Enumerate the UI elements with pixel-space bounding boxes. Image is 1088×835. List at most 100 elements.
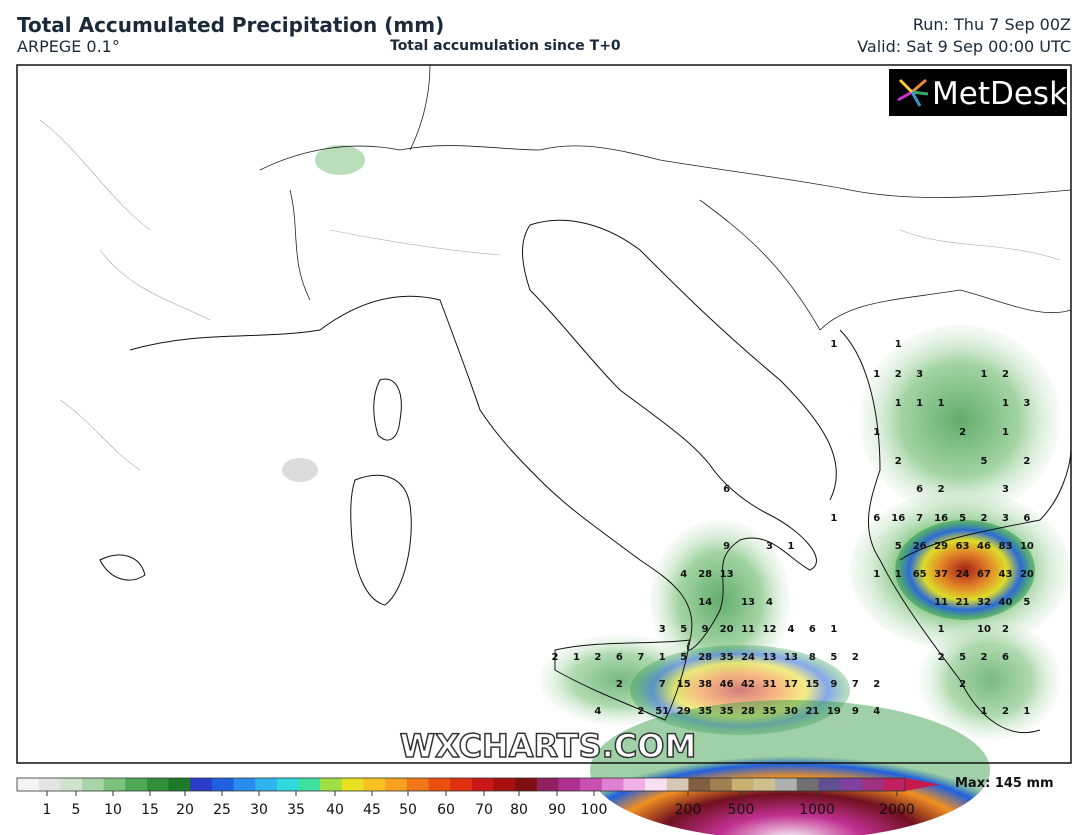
precip-value: 2 [938, 484, 945, 495]
precip-value: 13 [720, 569, 734, 580]
river [39, 119, 1061, 471]
precip-value: 1 [873, 369, 880, 380]
precip-value: 46 [720, 679, 734, 690]
colorbar-swatch [363, 778, 386, 791]
logo-text: MetDesk [932, 76, 1067, 112]
precip-value: 1 [573, 652, 580, 663]
precip-value: 2 [616, 679, 623, 690]
precip-area [650, 520, 790, 680]
precip-value: 1 [895, 398, 902, 409]
colorbar-swatch [125, 778, 148, 791]
precip-value: 6 [1023, 513, 1030, 524]
precip-value: 1 [895, 569, 902, 580]
colorbar-swatch [688, 778, 711, 791]
precip-area [920, 620, 1060, 740]
precip-value: 7 [637, 652, 644, 663]
precip-value: 11 [741, 624, 755, 635]
precip-value: 40 [998, 597, 1012, 608]
colorbar-swatch [60, 778, 83, 791]
precip-area [315, 145, 365, 175]
colorbar-swatch [298, 778, 321, 791]
colorbar-tick-label: 35 [287, 802, 305, 818]
logo-ray [897, 90, 913, 102]
precip-value: 20 [1020, 569, 1034, 580]
precip-value: 21 [956, 597, 970, 608]
colorbar-swatch [233, 778, 256, 791]
colorbar-tick-label: 30 [250, 802, 268, 818]
colorbar-tick-label: 80 [510, 802, 528, 818]
precip-value: 3 [1002, 484, 1009, 495]
precip-area [860, 325, 1060, 515]
colorbar-swatch [515, 778, 538, 791]
precip-value: 5 [959, 652, 966, 663]
colorbar-swatch [536, 778, 559, 791]
precip-value: 1 [981, 369, 988, 380]
precip-value: 35 [720, 652, 734, 663]
precip-value: 2 [938, 652, 945, 663]
precip-value: 7 [916, 513, 923, 524]
colorbar-swatch [385, 778, 408, 791]
precip-value: 6 [809, 624, 816, 635]
precip-value: 2 [852, 652, 859, 663]
precip-value: 19 [827, 706, 841, 717]
precip-value: 20 [720, 624, 734, 635]
precip-value: 4 [594, 706, 601, 717]
precip-value: 7 [852, 679, 859, 690]
borders [259, 64, 1072, 331]
precip-value: 37 [934, 569, 948, 580]
precip-value: 13 [763, 652, 777, 663]
colorbar-tick-label: 20 [176, 802, 194, 818]
precip-value: 63 [956, 541, 970, 552]
colorbar-tick-label: 90 [548, 802, 566, 818]
island [554, 639, 691, 721]
precip-value: 2 [959, 679, 966, 690]
precip-value: 2 [959, 427, 966, 438]
precip-value: 1 [787, 541, 794, 552]
colorbar-swatch [255, 778, 278, 791]
colorbar-swatch [710, 778, 733, 791]
colorbar: 1 5 10 15 20 25 30 35 40 45 50 60 70 80 90 100 200 500 100… [16, 777, 940, 818]
colorbar-swatch [623, 778, 646, 791]
precip-value: 16 [891, 513, 905, 524]
precip-value: 4 [787, 624, 794, 635]
precip-layer [282, 145, 1070, 835]
precip-value: 2 [1023, 456, 1030, 467]
colorbar-tick-label: 70 [475, 802, 493, 818]
precip-value: 6 [723, 484, 730, 495]
precip-value: 43 [998, 569, 1012, 580]
island [373, 378, 402, 441]
colorbar-swatch [558, 778, 581, 791]
logo-ray [911, 78, 927, 94]
colorbar-tick-label: 5 [72, 802, 81, 818]
colorbar-swatch [493, 778, 516, 791]
precip-value: 1 [659, 652, 666, 663]
colorbar-tick-label: 60 [437, 802, 455, 818]
precip-value: 5 [981, 456, 988, 467]
precip-value: 3 [1023, 398, 1030, 409]
precip-value: 1 [981, 706, 988, 717]
precip-value: 9 [702, 624, 709, 635]
precip-value: 2 [873, 679, 880, 690]
precip-value: 9 [830, 679, 837, 690]
precip-value: 10 [1020, 541, 1034, 552]
precip-value: 2 [594, 652, 601, 663]
colorbar-swatch [666, 778, 689, 791]
precip-value: 5 [680, 624, 687, 635]
logo-ray [910, 91, 922, 107]
colorbar-swatch [103, 778, 126, 791]
precip-value: 1 [938, 624, 945, 635]
precip-value: 1 [1002, 398, 1009, 409]
watermark: WXCHARTS.COM [400, 727, 697, 765]
precip-value: 15 [677, 679, 691, 690]
title: Total Accumulated Precipitation (mm) [17, 13, 445, 37]
rivers [39, 119, 1061, 471]
precip-value: 28 [741, 706, 755, 717]
logo-ray [911, 90, 929, 96]
precip-value: 32 [977, 597, 991, 608]
colorbar-swatch [753, 778, 776, 791]
precip-value: 6 [916, 484, 923, 495]
map-labels: 1 11 2 3 1 21 1 1 1 31 2 12 5 26 6 2 31 6 16 7 16 5 2 3 69 3 1 5 26 2… [552, 339, 1034, 717]
precip-value: 8 [809, 652, 816, 663]
colorbar-swatch [276, 778, 300, 791]
colorbar-tick-label: 200 [675, 802, 702, 818]
